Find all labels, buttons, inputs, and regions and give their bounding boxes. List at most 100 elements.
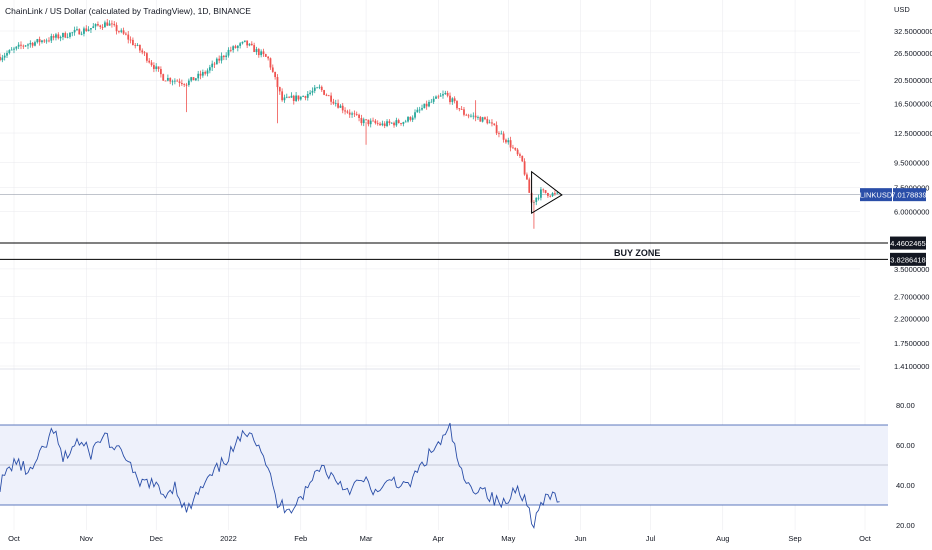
candle-body-114 [264,54,267,57]
time-axis-tick-12: Oct [859,534,872,543]
candle-body-193 [449,95,451,103]
candle-body-56 [129,39,132,41]
candle-body-208 [484,117,486,120]
candle-body-158 [367,119,370,125]
candle-body-197 [458,108,461,110]
candle-body-219 [509,140,512,148]
candle-body-37 [85,28,88,32]
price-axis-tick-0: 32.5000000 [894,27,932,36]
candle-body-216 [502,133,505,140]
candle-body-205 [477,117,479,118]
candle-body-159 [369,120,372,125]
candle-body-6 [13,48,15,50]
candle-body-127 [295,95,298,101]
candle-body-202 [470,115,472,117]
candle-body-8 [17,44,20,47]
candle-body-178 [414,112,416,118]
candle-body-60 [139,44,141,51]
candle-body-84 [194,78,197,81]
candle-body-126 [292,95,295,101]
candle-body-234 [544,190,547,193]
candle-body-153 [355,114,358,115]
candle-body-149 [346,111,349,113]
level-tag-box-0 [890,236,926,250]
buy-zone-label: BUY ZONE [614,248,660,258]
candle-body-81 [187,80,190,85]
candle-body-41 [94,24,97,27]
candle-body-24 [55,34,57,38]
candle-body-86 [199,73,202,76]
candle-body-222 [516,149,519,155]
candle-body-181 [421,108,423,110]
candle-body-138 [320,86,323,91]
symbol-tag-text: LINKUSD [860,191,893,200]
candle-body-165 [383,123,386,126]
candle-body-133 [309,92,312,95]
candle-body-29 [66,36,69,38]
candle-body-212 [493,123,496,126]
candle-body-221 [514,147,517,150]
candle-body-120 [278,87,281,92]
candle-body-141 [327,95,330,97]
candle-body-28 [64,32,67,38]
candle-body-76 [176,80,179,82]
rsi-pane [0,422,888,529]
candle-body-191 [444,92,447,95]
candle-body-163 [379,123,381,126]
candle-body-53 [122,30,125,34]
candle-body-226 [526,174,528,180]
candle-body-157 [365,119,367,121]
time-axis-tick-6: Apr [432,534,444,543]
candle-body-236 [549,195,552,197]
candle-body-210 [488,122,491,124]
price-axis-tick-1: 26.5000000 [894,49,932,58]
buy-zone-lines [0,194,888,260]
rsi-line [0,422,560,529]
candle-body-189 [439,95,442,97]
candle-body-40 [92,26,95,29]
candle-body-135 [313,87,316,91]
candle-body-121 [281,91,284,101]
candle-body-33 [76,29,78,30]
candle-body-140 [325,94,328,96]
candle-body-42 [97,24,99,26]
last-price-tag-text: 7.0178839 [891,191,926,200]
candle-body-51 [118,31,120,32]
candle-body-129 [299,96,302,100]
candle-body-148 [344,110,346,112]
candle-body-164 [381,123,384,126]
candle-body-155 [360,117,363,124]
price-axis-tick-6: 7.5000000 [894,184,929,193]
candle-body-225 [523,161,526,175]
candle-body-145 [337,103,339,108]
candle-body-144 [334,103,337,105]
candle-body-90 [208,67,211,71]
candle-body-184 [428,101,430,107]
candle-body-9 [20,44,22,46]
candle-body-220 [512,147,514,149]
candle-body-62 [143,52,146,54]
candle-body-207 [481,117,484,122]
candle-body-162 [376,123,379,124]
candle-body-239 [556,192,559,194]
candle-body-194 [451,98,454,103]
candle-body-65 [150,62,153,66]
candle-body-64 [148,60,151,63]
candle-body-0 [0,56,1,61]
candle-body-1 [1,57,4,61]
candle-body-27 [62,32,64,38]
candle-body-45 [104,22,106,28]
candle-body-46 [106,22,109,26]
candle-body-78 [180,83,183,85]
candle-body-203 [472,115,475,117]
triangle-pattern [531,170,563,215]
candle-body-105 [243,40,246,42]
candle-body-115 [267,56,270,59]
price-axis-tick-11: 1.7500000 [894,339,929,348]
chart-title: ChainLink / US Dollar (calculated by Tra… [5,6,251,16]
candle-body-235 [547,192,549,196]
axes: 32.5000000 26.5000000 20.5000000 16.5000000… [8,27,932,543]
candle-body-89 [206,70,209,74]
candle-body-174 [404,121,407,123]
